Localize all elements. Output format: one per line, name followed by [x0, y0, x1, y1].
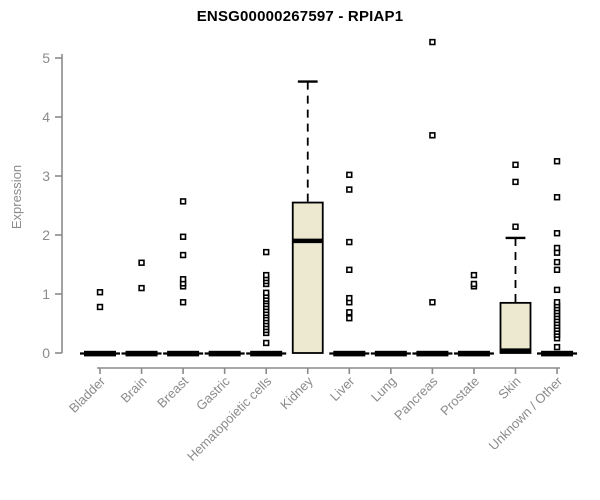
outlier-point: [429, 299, 436, 306]
box-pancreas: [412, 38, 453, 357]
outlier-point: [346, 314, 353, 322]
zero-bar: [541, 350, 574, 357]
zero-bar: [84, 350, 116, 357]
y-tick-label: 3: [42, 168, 50, 184]
outlier-point: [346, 294, 353, 302]
outlier-point: [470, 280, 478, 288]
outlier-point: [553, 258, 561, 266]
box-brain: [121, 259, 162, 357]
box-prostate: [453, 271, 494, 357]
outlier-point: [553, 194, 561, 201]
outlier-point: [96, 289, 104, 296]
box-rect: [291, 201, 324, 354]
y-tick-label: 0: [42, 345, 50, 361]
outlier-point: [262, 289, 270, 297]
y-tick-label: 5: [42, 50, 50, 66]
box-liver: [329, 171, 370, 357]
zero-bar: [416, 350, 449, 357]
outlier-point: [470, 271, 478, 279]
x-tick-label: Brain: [118, 374, 150, 406]
outlier-point: [346, 171, 353, 179]
x-tick-label: Bladder: [66, 373, 109, 416]
zero-bar: [208, 350, 241, 357]
x-tick-label: Skin: [495, 374, 523, 402]
outlier-point: [179, 299, 187, 306]
zero-bar: [250, 350, 283, 357]
y-tick-label: 2: [42, 227, 50, 243]
outlier-point: [346, 266, 353, 274]
zero-bar: [167, 350, 200, 357]
outlier-point: [262, 339, 270, 347]
outlier-point: [262, 271, 270, 279]
box-rect: [499, 301, 532, 354]
outlier-point: [553, 266, 561, 274]
outlier-point: [429, 38, 436, 46]
chart-title: ENSG00000267597 - RPIAP1: [196, 8, 404, 25]
outlier-point: [179, 276, 187, 283]
x-tick-label: Unknown / Other: [486, 373, 566, 453]
outlier-point: [346, 186, 353, 193]
outlier-point: [179, 233, 187, 240]
outlier-point: [553, 299, 561, 306]
outlier-point: [179, 198, 187, 205]
outlier-point: [512, 223, 519, 230]
outlier-point: [553, 230, 561, 237]
box-skin: [499, 161, 532, 354]
box-kidney: [291, 80, 324, 354]
outlier-point: [512, 161, 519, 168]
zero-bar: [333, 350, 366, 357]
x-tick-label: Liver: [327, 373, 358, 404]
outlier-point: [553, 343, 561, 351]
box-bladder: [80, 289, 120, 357]
x-tick-label: Prostate: [437, 374, 482, 419]
x-tick-label: Pancreas: [391, 373, 441, 423]
x-tick-label: Breast: [154, 373, 191, 410]
box-hematopoietic-cells: [246, 248, 287, 357]
y-tick-label: 1: [42, 286, 50, 302]
x-tick-label: Lung: [368, 374, 399, 405]
zero-bar: [125, 350, 158, 357]
outlier-point: [179, 251, 187, 259]
outlier-point: [346, 309, 353, 316]
outlier-point: [138, 259, 145, 266]
outlier-point: [429, 132, 436, 139]
outlier-point: [346, 238, 353, 246]
outlier-point: [512, 178, 519, 186]
outlier-point: [96, 303, 104, 311]
outlier-point: [138, 284, 145, 292]
outlier-point: [262, 248, 270, 256]
outlier-point: [553, 286, 561, 294]
box-breast: [163, 198, 204, 357]
y-tick-label: 4: [42, 109, 50, 125]
box-unknown-other: [537, 158, 578, 357]
outlier-point: [553, 158, 561, 165]
box-gastric: [204, 350, 245, 357]
zero-bar: [374, 350, 407, 357]
x-tick-label: Gastric: [193, 373, 233, 413]
box-lung: [370, 350, 411, 357]
x-tick-label: Kidney: [277, 373, 316, 412]
y-axis: 0 1 2 3 4 5: [42, 50, 63, 361]
outlier-point: [553, 244, 561, 252]
zero-bar: [457, 350, 490, 357]
